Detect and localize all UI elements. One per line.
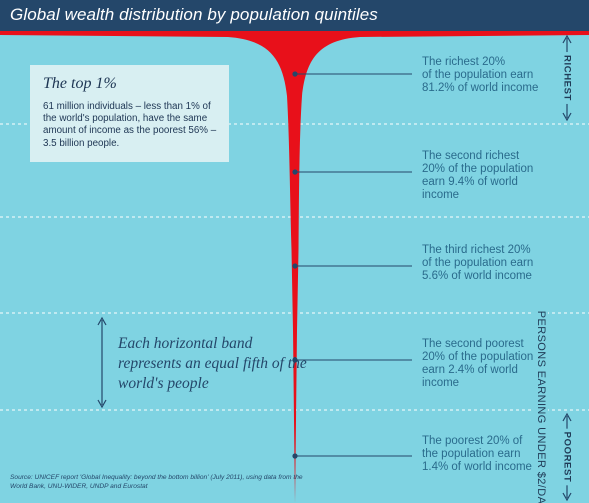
chart-title: Global wealth distribution by population… — [10, 5, 378, 24]
source-note: Source: UNICEF report 'Global Inequality… — [10, 474, 303, 490]
quintile-annotation: The poorest 20% of the population earn 1.4… — [292, 435, 532, 473]
quintile-annotation: The third richest 20% of the population e… — [292, 244, 533, 282]
quintile-label: The second richest 20% of the population e… — [422, 150, 533, 201]
quintile-label: The third richest 20% of the population e… — [422, 244, 533, 282]
band-height-arrow — [97, 316, 107, 409]
quintile-annotation: The richest 20% of the population earn 81.… — [292, 56, 538, 94]
poorest-label: POOREST — [562, 432, 573, 483]
richest-label: RICHEST — [562, 55, 573, 101]
quintile-annotations: The richest 20% of the population earn 81.… — [292, 56, 538, 473]
top-1-percent-title: The top 1% — [43, 75, 117, 92]
quintile-annotation: The second richest 20% of the population e… — [292, 150, 533, 201]
title-bar: Global wealth distribution by population… — [0, 0, 589, 31]
quintile-annotation: The second poorest 20% of the population e… — [292, 338, 533, 389]
range-arrows: RICHEST POOREST PERSONS EARNING UNDER $2/D… — [97, 34, 574, 503]
quintile-label: The poorest 20% of the population earn 1.4… — [422, 435, 532, 473]
top-1-percent-box: The top 1% 61 million individuals – less… — [30, 65, 229, 162]
under-2-dollar-label: PERSONS EARNING UNDER $2/DAY — [535, 311, 547, 503]
band-explanation: Each horizontal band represents an equal… — [118, 335, 307, 392]
top-1-percent-body: 61 million individuals – less than 1% of… — [43, 101, 217, 149]
quintile-label: The second poorest 20% of the population e… — [422, 338, 533, 389]
quintile-label: The richest 20% of the population earn 81.… — [422, 56, 538, 94]
